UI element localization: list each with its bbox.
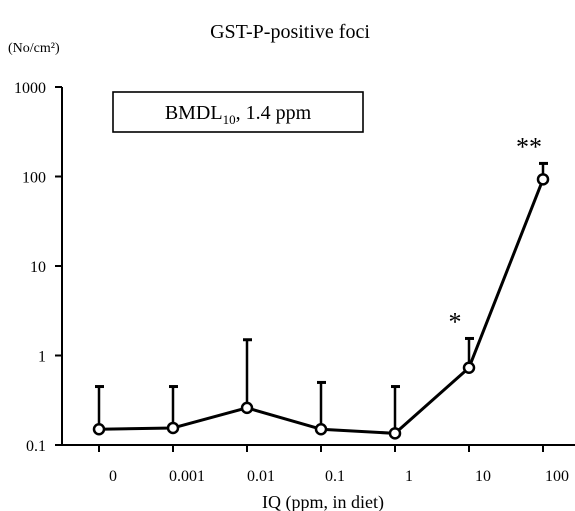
significance-mark-2: ** <box>516 132 542 161</box>
bmdl-main: BMDL <box>165 102 223 124</box>
bmdl-box: BMDL10, 1.4 ppm <box>112 91 364 133</box>
y-axis-ticks: 0.1 1 10 100 1000 <box>14 80 62 455</box>
x-tick-label-1: 1 <box>405 468 413 485</box>
x-axis-label: IQ (ppm, in diet) <box>262 492 384 511</box>
x-axis: 0 0.001 0.01 0.1 1 10 100 <box>62 444 575 485</box>
x-tick-label-10: 10 <box>475 468 491 485</box>
y-tick-label-1: 1 <box>38 349 46 366</box>
data-point-10 <box>462 361 476 374</box>
x-tick-label-100: 100 <box>545 468 569 485</box>
chart-title: GST-P-positive foci <box>210 21 370 43</box>
y-tick-label-1000: 1000 <box>14 80 46 97</box>
data-point-0.1 <box>314 422 328 436</box>
bmdl-rest: , 1.4 ppm <box>236 102 312 124</box>
x-tick-label-0.1: 0.1 <box>325 468 345 485</box>
y-unit-label: (No/cm²) <box>8 41 60 56</box>
bmdl-box-frame <box>112 91 364 133</box>
y-tick-label-0.1: 0.1 <box>26 438 46 455</box>
data-point-0 <box>92 422 106 436</box>
data-point-0.01 <box>240 401 254 415</box>
data-point-0.001 <box>166 421 180 435</box>
bmdl-box-text: BMDL10, 1.4 ppm <box>165 102 312 127</box>
significance-mark-1: * <box>449 307 462 336</box>
x-tick-label-0: 0 <box>109 468 117 485</box>
x-tick-label-0.01: 0.01 <box>247 468 275 485</box>
y-axis: 0.1 1 10 100 1000 <box>14 80 63 455</box>
y-tick-label-10: 10 <box>30 259 46 276</box>
data-point-100 <box>536 173 550 186</box>
plot-area: *** <box>92 132 550 440</box>
x-tick-label-0.001: 0.001 <box>169 468 205 485</box>
y-tick-label-100: 100 <box>22 170 46 187</box>
data-point-1 <box>388 427 402 440</box>
x-axis-ticks: 0 0.001 0.01 0.1 1 10 100 <box>98 445 569 485</box>
bmdl-subscript: 10 <box>223 112 236 127</box>
